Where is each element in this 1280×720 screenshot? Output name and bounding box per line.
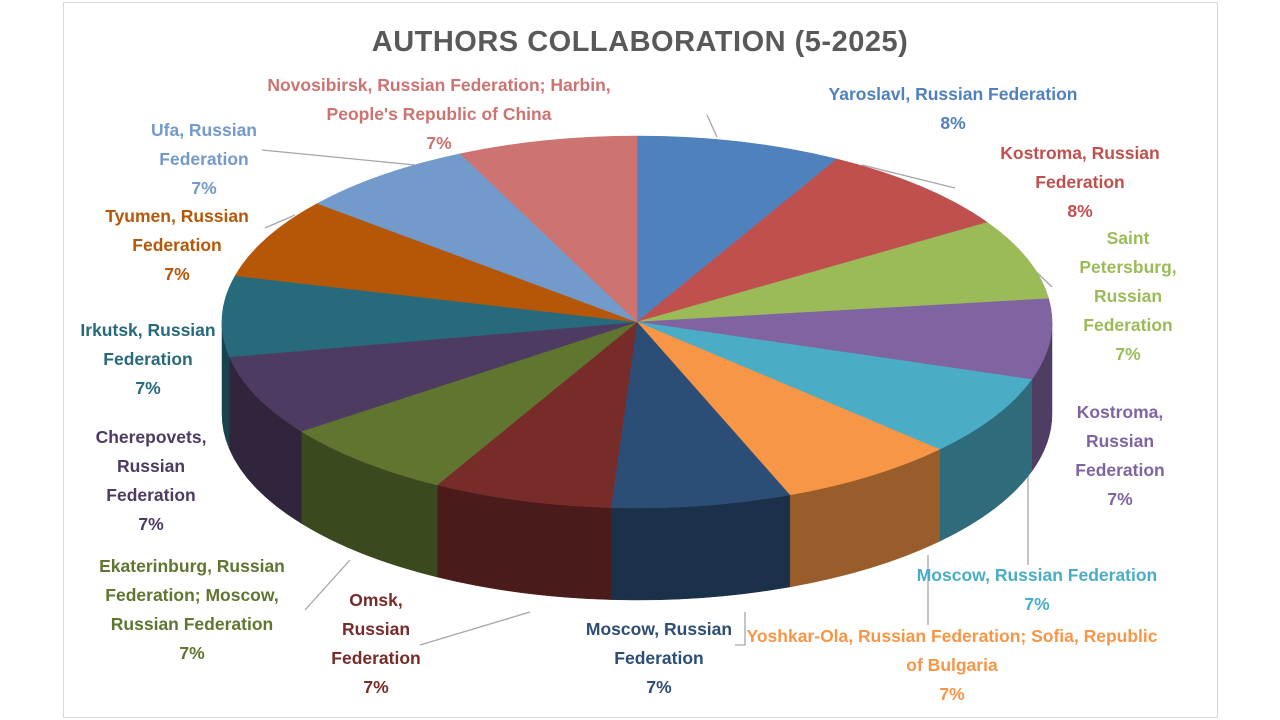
pie-slice bbox=[636, 298, 1053, 380]
category-label: Irkutsk, Russian Federation bbox=[80, 320, 216, 369]
category-label: Saint Petersburg, Russian Federation bbox=[1079, 228, 1177, 335]
category-label: Moscow, Russian Federation bbox=[916, 565, 1158, 585]
percent-label: 7% bbox=[646, 677, 672, 697]
percent-label: 7% bbox=[426, 133, 452, 153]
leader-line bbox=[706, 114, 718, 138]
pie-slice bbox=[300, 321, 638, 486]
percent-label: 7% bbox=[191, 178, 217, 198]
pie-tops bbox=[221, 135, 1053, 509]
leader-line bbox=[861, 164, 956, 189]
pie-slice bbox=[636, 321, 941, 496]
percent-label: 7% bbox=[179, 643, 205, 663]
pie-slice bbox=[610, 321, 791, 509]
percent-label: 8% bbox=[1067, 201, 1093, 221]
leader-line bbox=[419, 611, 531, 646]
leader-line bbox=[735, 612, 746, 646]
category-label: Kostroma, Russian Federation bbox=[1000, 143, 1160, 192]
data-label: Cherepovets, Russian Federation 7% bbox=[86, 423, 216, 539]
category-label: Tyumen, Russian Federation bbox=[105, 206, 249, 255]
slice-side bbox=[610, 494, 791, 601]
pie-sides bbox=[221, 321, 1053, 601]
data-label: Irkutsk, Russian Federation 7% bbox=[63, 316, 233, 403]
pie-slice bbox=[316, 153, 638, 323]
category-label: Kostroma, Russian Federation bbox=[1075, 402, 1165, 480]
category-label: Yaroslavl, Russian Federation bbox=[828, 84, 1078, 104]
percent-label: 7% bbox=[363, 677, 389, 697]
leader-line bbox=[264, 214, 296, 229]
percent-label: 7% bbox=[138, 514, 164, 534]
category-label: Ekaterinburg, Russian Federation; Moscow… bbox=[99, 556, 285, 634]
pie-slice bbox=[636, 321, 1033, 450]
percent-label: 7% bbox=[164, 264, 190, 284]
data-label: Kostroma, Russian Federation 8% bbox=[980, 139, 1180, 226]
leader-line bbox=[304, 559, 351, 611]
category-label: Cherepovets, Russian Federation bbox=[95, 427, 207, 505]
pie-slice bbox=[459, 135, 638, 323]
pie-slice bbox=[636, 135, 838, 323]
data-label: Yaroslavl, Russian Federation 8% bbox=[803, 80, 1103, 138]
pie-slice bbox=[636, 222, 1050, 323]
percent-label: 7% bbox=[135, 378, 161, 398]
pie-slice bbox=[228, 321, 638, 432]
chart-title: AUTHORS COLLABORATION (5-2025) bbox=[371, 26, 909, 58]
category-label: Moscow, Russian Federation bbox=[585, 619, 733, 668]
category-label: Novosibirsk, Russian Federation; Harbin,… bbox=[267, 75, 611, 124]
percent-label: 7% bbox=[1115, 344, 1141, 364]
data-label: Omsk, Russian Federation 7% bbox=[326, 586, 426, 702]
data-label: Kostroma, Russian Federation 7% bbox=[1060, 398, 1180, 514]
pie-slice bbox=[436, 321, 638, 508]
percent-label: 7% bbox=[1024, 594, 1050, 614]
data-label: Yoshkar-Ola, Russian Federation; Sofia, … bbox=[742, 622, 1162, 709]
pie-slice bbox=[636, 158, 988, 323]
category-label: Yoshkar-Ola, Russian Federation; Sofia, … bbox=[746, 626, 1158, 675]
percent-label: 7% bbox=[1107, 489, 1133, 509]
data-label: Moscow, Russian Federation 7% bbox=[887, 561, 1187, 619]
category-label: Ufa, Russian Federation bbox=[151, 120, 257, 169]
data-label: Novosibirsk, Russian Federation; Harbin,… bbox=[259, 71, 619, 158]
data-label: Tyumen, Russian Federation 7% bbox=[87, 202, 267, 289]
category-label: Omsk, Russian Federation bbox=[331, 590, 421, 668]
data-label: Moscow, Russian Federation 7% bbox=[569, 615, 749, 702]
pie-slice bbox=[234, 203, 638, 323]
percent-label: 7% bbox=[939, 684, 965, 704]
percent-label: 8% bbox=[940, 113, 966, 133]
data-label: Ufa, Russian Federation 7% bbox=[139, 116, 269, 203]
pie-slice bbox=[221, 275, 638, 358]
data-label: Saint Petersburg, Russian Federation 7% bbox=[1073, 224, 1183, 369]
leader-line bbox=[261, 149, 416, 166]
data-label: Ekaterinburg, Russian Federation; Moscow… bbox=[92, 552, 292, 668]
